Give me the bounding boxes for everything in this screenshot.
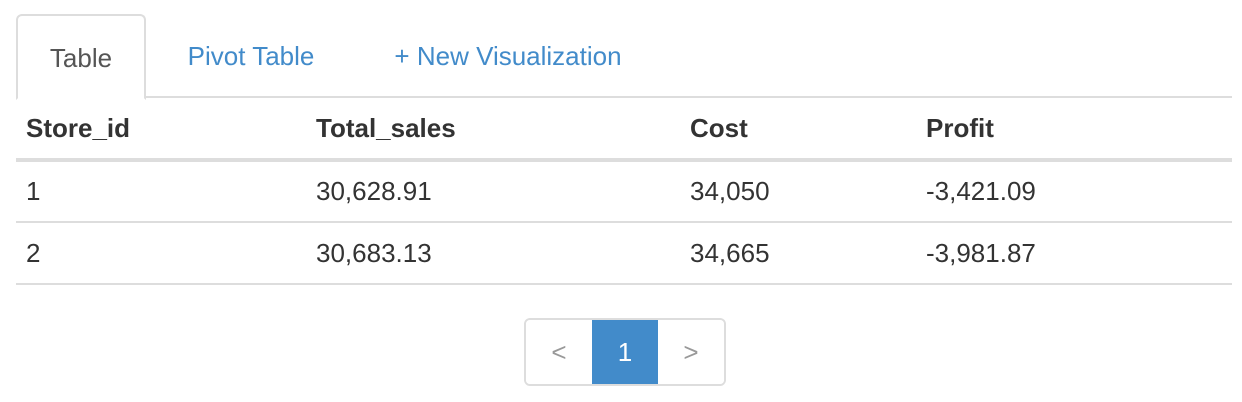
table-cell: 34,050	[680, 160, 916, 223]
table-cell: 1	[16, 160, 306, 223]
table-row: 2 30,683.13 34,665 -3,981.87	[16, 222, 1232, 285]
column-header-store-id[interactable]: Store_id	[16, 98, 306, 162]
results-table: Store_id Total_sales Cost Profit 1 30,62…	[16, 98, 1232, 285]
column-header-total-sales[interactable]: Total_sales	[306, 98, 680, 162]
next-page-button[interactable]: >	[658, 320, 724, 384]
table-cell: 30,683.13	[306, 222, 680, 285]
previous-page-button[interactable]: <	[526, 320, 592, 384]
table-cell: 34,665	[680, 222, 916, 285]
column-header-cost[interactable]: Cost	[680, 98, 916, 162]
table-cell: 30,628.91	[306, 160, 680, 223]
new-visualization-link[interactable]: + New Visualization	[394, 41, 622, 71]
table-cell: -3,981.87	[916, 222, 1232, 285]
tab-table[interactable]: Table	[16, 14, 146, 100]
pagination: < 1 >	[524, 318, 726, 386]
column-header-profit[interactable]: Profit	[916, 98, 1232, 162]
table-row: 1 30,628.91 34,050 -3,421.09	[16, 160, 1232, 223]
table-cell: 2	[16, 222, 306, 285]
table-cell: -3,421.09	[916, 160, 1232, 223]
tab-pivot-table[interactable]: Pivot Table	[187, 41, 315, 71]
visualization-tabs: Table Pivot Table + New Visualization	[16, 14, 1232, 100]
table-header: Store_id Total_sales Cost Profit	[16, 98, 1232, 162]
page-1-button[interactable]: 1	[592, 320, 658, 384]
